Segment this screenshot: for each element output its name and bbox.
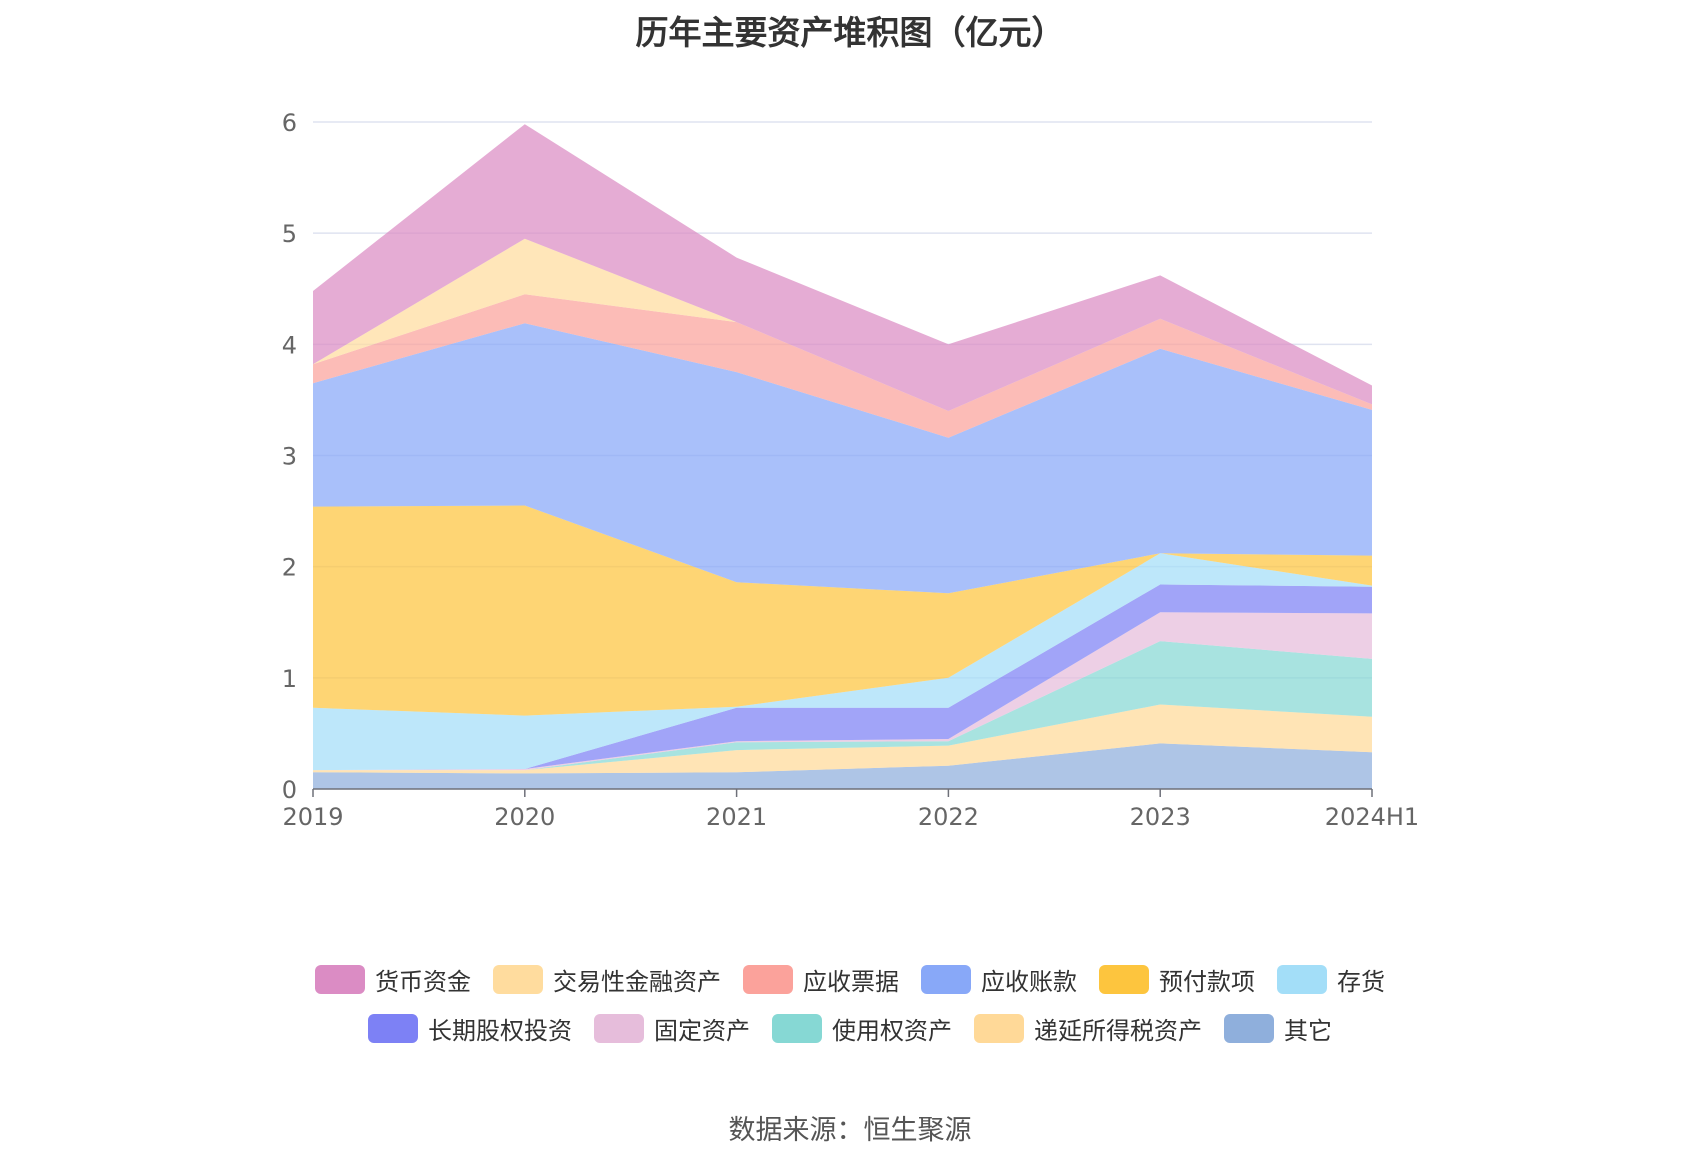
legend-swatch <box>743 965 793 994</box>
area-series-8 <box>313 294 1372 438</box>
area-series-5 <box>313 553 1372 771</box>
area-series-6 <box>313 505 1372 716</box>
legend-swatch <box>921 965 971 994</box>
x-tick-label: 2023 <box>1130 803 1191 831</box>
area-series-7 <box>313 323 1372 594</box>
legend-item[interactable]: 应收票据 <box>743 962 899 997</box>
legend-item[interactable]: 交易性金融资产 <box>493 962 721 997</box>
y-tick-label: 3 <box>282 443 297 471</box>
y-tick-label: 2 <box>282 554 297 582</box>
legend-swatch <box>1277 965 1327 994</box>
area-series-10 <box>313 124 1372 411</box>
legend-item[interactable]: 其它 <box>1224 1011 1332 1046</box>
data-source-note: 数据来源：恒生聚源 <box>728 1115 972 1146</box>
area-series-0 <box>313 743 1372 789</box>
area-series-1 <box>313 704 1372 774</box>
axes: 0 1 2 3 4 5 6 2019 2020 2021 2022 2023 2024H1 <box>282 109 1419 831</box>
legend-label: 应收票据 <box>803 968 899 996</box>
legend-swatch <box>1099 965 1149 994</box>
legend-swatch <box>594 1014 644 1043</box>
y-tick-label: 1 <box>282 665 297 693</box>
y-tick-label: 5 <box>282 220 297 248</box>
legend-swatch <box>493 965 543 994</box>
area-series-3 <box>313 612 1372 771</box>
area-series-4 <box>313 584 1372 771</box>
legend-swatch <box>974 1014 1024 1043</box>
x-tick-label: 2020 <box>494 803 555 831</box>
area-series-2 <box>313 641 1372 771</box>
legend-item[interactable]: 固定资产 <box>594 1011 750 1046</box>
stacked-area-chart: 0 1 2 3 4 5 6 2019 2020 2021 2022 2023 2024H1 <box>282 109 1419 831</box>
chart-title: 历年主要资产堆积图（亿元） <box>635 13 1065 52</box>
legend-swatch <box>772 1014 822 1043</box>
legend-label: 预付款项 <box>1159 968 1255 996</box>
legend-item[interactable]: 长期股权投资 <box>368 1011 572 1046</box>
legend-label: 应收账款 <box>981 968 1077 996</box>
legend-item[interactable]: 递延所得税资产 <box>974 1011 1202 1046</box>
legend-row-2: 长期股权投资 固定资产 使用权资产 递延所得税资产 其它 <box>0 1011 1700 1046</box>
legend-label: 交易性金融资产 <box>553 968 721 996</box>
legend-item[interactable]: 货币资金 <box>315 962 471 997</box>
x-tick-label: 2024H1 <box>1325 803 1419 831</box>
area-series-9 <box>313 238 1372 411</box>
legend-item[interactable]: 应收账款 <box>921 962 1077 997</box>
x-tick-label: 2022 <box>918 803 979 831</box>
legend-swatch <box>368 1014 418 1043</box>
y-tick-label: 6 <box>282 109 297 137</box>
x-tick-label: 2019 <box>282 803 343 831</box>
y-tick-label: 0 <box>282 776 297 804</box>
legend-item[interactable]: 预付款项 <box>1099 962 1255 997</box>
legend-swatch <box>1224 1014 1274 1043</box>
legend-label: 固定资产 <box>654 1017 750 1045</box>
area-series <box>313 124 1372 789</box>
legend-label: 递延所得税资产 <box>1034 1017 1202 1045</box>
x-tick-label: 2021 <box>706 803 767 831</box>
legend-item[interactable]: 存货 <box>1277 962 1385 997</box>
legend-label: 存货 <box>1337 968 1385 996</box>
legend-label: 长期股权投资 <box>428 1017 572 1045</box>
legend-label: 其它 <box>1284 1017 1332 1045</box>
legend-row-1: 货币资金 交易性金融资产 应收票据 应收账款 预付款项 存货 <box>0 962 1700 997</box>
legend-label: 货币资金 <box>375 968 471 996</box>
legend-item[interactable]: 使用权资产 <box>772 1011 952 1046</box>
legend-label: 使用权资产 <box>832 1017 952 1045</box>
y-tick-label: 4 <box>282 331 297 359</box>
legend-swatch <box>315 965 365 994</box>
